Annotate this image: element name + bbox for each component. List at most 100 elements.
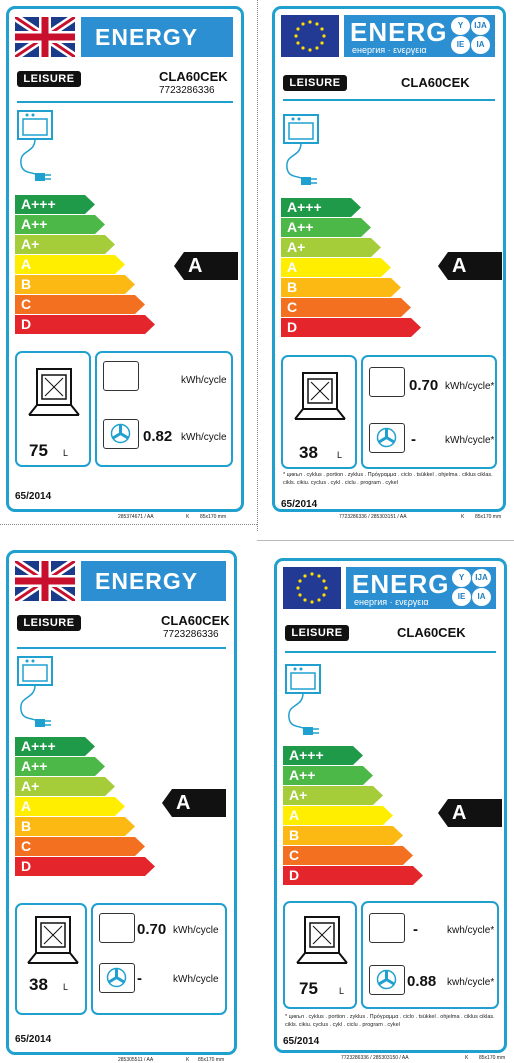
class-bar: B	[281, 278, 431, 297]
class-bar: A++	[15, 215, 165, 234]
brand-logo: LEISURE	[17, 615, 81, 631]
volume-box: 75 L	[283, 901, 357, 1009]
oven-icon	[285, 664, 321, 735]
rating-arrow: A	[438, 799, 502, 827]
regulation-number: 65/2014	[15, 491, 52, 502]
language-badge: IJA	[472, 569, 491, 587]
cycle-footnote: * цикъл . cyklus . portion . zyklus . Πρ…	[285, 1014, 495, 1028]
volume-box: 38 L	[15, 903, 87, 1015]
fan-oven-icon	[369, 423, 405, 453]
print-code: 7723286336 / 285303151 / AA	[339, 514, 407, 520]
print-k: K	[461, 514, 465, 520]
language-badge: Y	[451, 17, 470, 35]
volume-value: 75	[299, 979, 318, 998]
fan-unit: kWh/cycle	[181, 432, 227, 443]
print-k: K	[186, 514, 190, 520]
rating-letter: A	[188, 255, 203, 277]
brand-logo: LEISURE	[17, 71, 81, 87]
energy-label-uk-top: ENERGY LEISURE CLA60CEK 7723286336 A+++ …	[0, 0, 257, 531]
class-bar: D	[281, 318, 431, 337]
conventional-oven-icon	[99, 913, 135, 943]
volume-box: 38 L	[281, 355, 357, 469]
energy-class-scale: A+++ A++ A+ A B C D	[15, 737, 165, 877]
language-badges: Y IJA IE IA	[451, 17, 491, 55]
oven-icon	[17, 110, 53, 181]
class-label: D	[287, 319, 298, 335]
volume-unit: L	[337, 450, 343, 460]
volume-value: 75	[29, 441, 48, 460]
class-bar: A++	[281, 218, 431, 237]
print-size: 85x170 mm	[475, 514, 502, 520]
class-bar: C	[15, 295, 165, 314]
class-bar: A	[15, 797, 165, 816]
print-k: K	[186, 1057, 190, 1063]
language-badge: IJA	[471, 17, 490, 35]
fan-value: -	[411, 431, 416, 448]
class-label: A	[21, 798, 32, 814]
language-badge: IE	[452, 588, 471, 606]
energy-heading: ENERG	[352, 569, 450, 599]
class-label: B	[21, 276, 32, 292]
conventional-unit: kwh/cycle*	[447, 925, 495, 936]
class-bar: A+++	[283, 746, 433, 765]
quadrant-divider-horizontal-right	[257, 540, 514, 541]
class-label: A+	[289, 787, 308, 803]
cycle-footnote: * цикъл . cyklus . portion . zyklus . Πρ…	[283, 472, 493, 486]
class-bar: D	[283, 866, 433, 885]
energy-banner: ENERGY	[81, 561, 226, 601]
class-bar: A+	[15, 777, 165, 796]
rating-arrow: A	[162, 789, 226, 817]
separator-line	[285, 651, 496, 653]
volume-box: 75 L	[15, 351, 91, 467]
plug-icon	[35, 719, 45, 727]
label-frame: ENERGY LEISURE CLA60CEK 7723286336 A+++ …	[6, 550, 237, 1055]
model-number: CLA60CEK	[161, 613, 230, 628]
product-code: 7723286336	[159, 85, 215, 96]
fan-value: 0.88	[407, 973, 437, 990]
class-label: B	[21, 818, 32, 834]
rating-letter: A	[452, 255, 467, 277]
class-bar: A+++	[281, 198, 431, 217]
class-label: A+++	[287, 199, 322, 215]
quadrant-divider-horizontal	[0, 524, 257, 525]
energy-label-eu-bottom: ENERG енергия · ενεργεια Y IJA IE IA LEI…	[257, 531, 514, 1063]
class-bar: A+++	[15, 195, 165, 214]
class-label: D	[21, 858, 32, 874]
class-bar: A+	[15, 235, 165, 254]
separator-line	[17, 647, 226, 649]
class-label: C	[21, 838, 32, 854]
energy-class-scale: A+++ A++ A+ A B C D	[281, 198, 431, 338]
class-label: B	[287, 279, 298, 295]
fan-value: 0.82	[143, 428, 173, 445]
fan-unit: kWh/cycle	[173, 974, 219, 985]
class-bar: C	[281, 298, 431, 317]
language-badge: Y	[452, 569, 471, 587]
language-badge: IA	[471, 36, 490, 54]
print-code: 285305511 / AA	[118, 1057, 154, 1063]
print-size: 85x170 mm	[198, 1057, 225, 1063]
fan-unit: kWh/cycle*	[445, 435, 495, 446]
consumption-box: 0.70 kWh/cycle - kWh/cycle	[91, 903, 227, 1015]
class-label: A++	[289, 767, 316, 783]
energy-class-scale: A+++ A++ A+ A B C D	[283, 746, 433, 886]
quadrant-divider-vertical	[257, 0, 258, 531]
volume-unit: L	[339, 986, 345, 996]
energy-banner: ENERGY	[81, 17, 233, 57]
model-number: CLA60CEK	[397, 625, 466, 640]
class-label: A++	[287, 219, 314, 235]
class-label: B	[289, 827, 300, 843]
class-bar: A+++	[15, 737, 165, 756]
print-code: 285374671 / AA	[118, 514, 154, 520]
class-bar: A++	[15, 757, 165, 776]
language-badge: IA	[472, 588, 491, 606]
rating-arrow: A	[174, 252, 238, 280]
class-bar: A+	[283, 786, 433, 805]
regulation-number: 65/2014	[283, 1036, 320, 1047]
class-label: A	[289, 807, 300, 823]
energy-banner: ENERG енергия · ενεργεια Y IJA IE IA	[344, 15, 495, 57]
consumption-box: - kwh/cycle* 0.88 kwh/cycle*	[361, 901, 499, 1009]
consumption-box: kWh/cycle 0.82 kWh/cycle	[95, 351, 233, 467]
class-bar: B	[283, 826, 433, 845]
plug-icon	[303, 727, 313, 735]
oven-icon	[283, 114, 319, 185]
